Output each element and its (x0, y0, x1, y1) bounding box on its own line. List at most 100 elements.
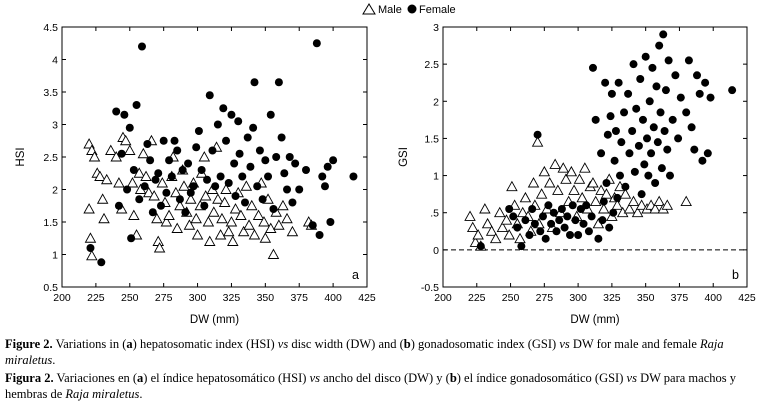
female-point (571, 216, 580, 225)
male-point (587, 177, 599, 188)
male-point (163, 209, 175, 220)
male-point (229, 203, 242, 214)
female-point (261, 156, 270, 165)
female-point (211, 182, 220, 191)
legend-female-marker (407, 4, 417, 14)
female-point (132, 101, 141, 109)
plot-frame (442, 26, 748, 288)
female-point (682, 108, 691, 117)
female-point (693, 71, 702, 80)
female-point (156, 201, 165, 210)
female-point (235, 149, 244, 158)
male-point (635, 199, 648, 210)
male-point (174, 199, 186, 211)
figure-caption: Figure 2. Variations in (a) hepatosomati… (5, 336, 777, 404)
female-point (165, 156, 174, 165)
female-point (129, 166, 138, 174)
male-point (543, 177, 556, 188)
female-point (283, 185, 292, 194)
x-tick-label: 425 (738, 292, 756, 304)
male-point (105, 144, 117, 155)
female-point (315, 231, 324, 239)
female-point (706, 93, 715, 102)
female-point (584, 227, 593, 236)
female-point (660, 127, 669, 135)
female-point (97, 258, 106, 267)
female-point (258, 195, 267, 204)
female-point (288, 198, 297, 207)
female-point (610, 156, 619, 165)
male-point (568, 184, 580, 195)
female-point (566, 231, 575, 239)
female-point (655, 41, 664, 50)
female-point (125, 123, 134, 132)
female-point (664, 56, 673, 65)
female-point (285, 153, 294, 161)
male-point (281, 212, 293, 224)
male-point (96, 193, 109, 204)
female-point (197, 166, 206, 174)
female-point (613, 193, 622, 202)
x-axis-label: DW (mm) (570, 314, 619, 326)
female-point (687, 123, 696, 132)
panel-label: b (732, 268, 739, 282)
female-point (663, 145, 672, 154)
x-tick-label: 225 (468, 292, 486, 304)
male-point (171, 222, 183, 233)
male-point (464, 210, 476, 221)
x-tick-label: 375 (671, 292, 689, 304)
x-tick-label: 375 (290, 292, 308, 304)
female-point (513, 223, 522, 232)
female-point (598, 216, 607, 225)
x-axis-label: DW (mm) (190, 314, 239, 326)
male-point (653, 195, 665, 207)
x-tick-label: 425 (358, 292, 376, 304)
female-point (250, 78, 259, 87)
caption-english: Figure 2. Variations in (a) hepatosomati… (5, 337, 724, 367)
male-point (246, 199, 258, 211)
female-point (192, 143, 201, 152)
female-point (668, 115, 677, 124)
male-point (113, 177, 125, 188)
caption-spanish: Figura 2. Variaciones en (a) el índice h… (5, 371, 736, 401)
female-point (205, 91, 214, 100)
female-point (216, 172, 225, 181)
female-point (579, 219, 588, 228)
female-point (671, 71, 680, 80)
male-point (220, 183, 232, 194)
y-tick-label: 3 (52, 120, 58, 132)
female-point (521, 216, 530, 225)
female-point (135, 195, 144, 204)
female-point (611, 127, 620, 135)
male-point (611, 199, 624, 210)
female-point (167, 172, 176, 181)
female-point (636, 75, 645, 83)
male-point (623, 203, 636, 214)
male-point (527, 177, 540, 188)
male-point (225, 216, 238, 227)
female-point (587, 212, 596, 221)
male-point (185, 193, 197, 204)
male-point (661, 199, 674, 210)
male-point (133, 167, 146, 178)
x-tick-label: 325 (603, 292, 621, 304)
female-point (625, 149, 634, 158)
female-point (555, 216, 564, 225)
male-point (110, 151, 122, 162)
male-point (214, 229, 227, 240)
caption-es-label: Figura 2. (5, 371, 54, 385)
male-point (248, 229, 261, 240)
male-point (680, 195, 692, 207)
female-point (630, 167, 639, 176)
male-point (258, 216, 270, 227)
y-tick-label: 0 (433, 245, 439, 257)
female-point (146, 156, 155, 165)
male-point (516, 206, 529, 218)
plot-frame (61, 26, 368, 288)
male-point (631, 206, 644, 218)
caption-es-species: Raja miraletus (65, 387, 140, 401)
y-tick-label: 3 (433, 22, 439, 34)
female-point (528, 205, 537, 213)
female-point (652, 82, 661, 91)
male-point (153, 242, 166, 253)
